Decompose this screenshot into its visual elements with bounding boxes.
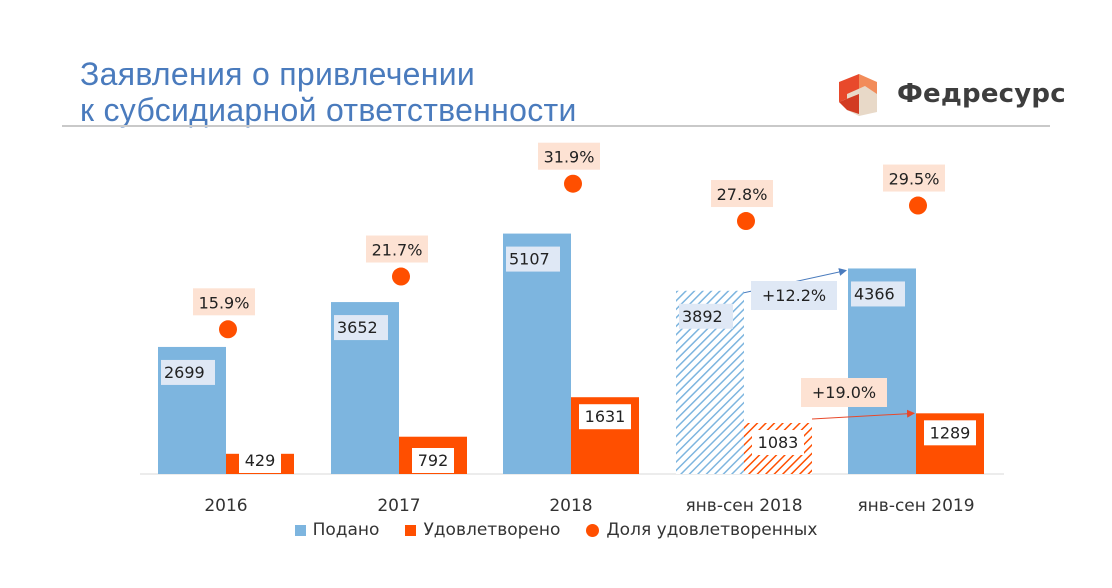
legend: Подано Удовлетворено Доля удовлетворенны… xyxy=(0,520,1112,540)
x-tick-label-2018: 2018 xyxy=(549,496,592,516)
value-label-satisfied-2017: 792 xyxy=(418,451,449,470)
legend-swatch-satisfied xyxy=(405,524,417,536)
legend-swatch-filed xyxy=(294,524,306,536)
value-label-filed-2016: 2699 xyxy=(164,363,205,382)
legend-label-satisfied: Удовлетворено xyxy=(423,520,561,540)
value-label-filed-2018: 5107 xyxy=(509,250,550,269)
value-label-satisfied-bg-янв-сен-2019 xyxy=(924,420,976,446)
title-line-1: Заявления о привлечении xyxy=(80,56,476,92)
share-label-bg-2018 xyxy=(538,142,600,170)
fedresurs-logo-icon xyxy=(839,74,877,116)
share-dot-2018 xyxy=(564,174,582,193)
logo-text: Федресурс xyxy=(897,79,1066,109)
value-label-filed-bg-2018 xyxy=(506,246,560,272)
share-label-янв-сен-2018: 27.8% xyxy=(717,185,768,204)
value-label-filed-2017: 3652 xyxy=(337,318,378,337)
share-dot-янв-сен-2019 xyxy=(909,196,927,215)
legend-item-share: Доля удовлетворенных xyxy=(586,520,817,540)
chart-title: Заявления о привлечении к субсидиарной о… xyxy=(80,56,577,128)
x-tick-label-янв-сен-2019: янв-сен 2019 xyxy=(857,496,974,516)
growth-label-satisfied: +19.0% xyxy=(812,383,876,402)
value-label-filed-bg-2017 xyxy=(334,315,388,341)
legend-swatch-share xyxy=(586,523,600,537)
x-tick-label-янв-сен-2018: янв-сен 2018 xyxy=(685,496,802,516)
legend-item-filed: Подано xyxy=(294,520,380,540)
share-dot-2017 xyxy=(392,267,410,286)
legend-item-satisfied: Удовлетворено xyxy=(405,520,560,540)
title-line-2: к субсидиарной ответственности xyxy=(80,92,577,128)
share-label-bg-янв-сен-2018 xyxy=(711,180,773,208)
title-divider xyxy=(62,125,1050,127)
growth-label-satisfied-bg xyxy=(801,378,887,407)
share-dot-янв-сен-2018 xyxy=(737,212,755,231)
share-label-янв-сен-2019: 29.5% xyxy=(889,170,940,189)
legend-label-share: Доля удовлетворенных xyxy=(606,520,818,540)
growth-label-filed: +12.2% xyxy=(762,286,826,305)
value-label-satisfied-bg-2017 xyxy=(412,448,454,473)
value-label-satisfied-bg-2018 xyxy=(579,404,631,430)
value-label-satisfied-bg-2016 xyxy=(239,448,281,473)
share-dot-2016 xyxy=(219,320,237,339)
legend-label-filed: Подано xyxy=(312,520,380,540)
x-tick-label-2016: 2016 xyxy=(204,496,247,516)
share-label-2016: 15.9% xyxy=(199,293,250,312)
share-label-2018: 31.9% xyxy=(544,148,595,167)
share-label-bg-янв-сен-2019 xyxy=(883,164,945,192)
value-label-satisfied-2016: 429 xyxy=(245,451,276,470)
value-label-filed-bg-янв-сен-2019 xyxy=(851,281,905,307)
value-label-filed-bg-янв-сен-2018 xyxy=(679,303,733,329)
value-label-filed-bg-2016 xyxy=(161,359,215,385)
value-label-filed-янв-сен-2019: 4366 xyxy=(854,284,895,303)
share-label-bg-2017 xyxy=(366,235,428,263)
x-tick-label-2017: 2017 xyxy=(377,496,420,516)
value-label-satisfied-2018: 1631 xyxy=(585,407,626,426)
value-label-satisfied-bg-янв-сен-2018 xyxy=(752,430,804,456)
share-label-2017: 21.7% xyxy=(372,241,423,260)
growth-arrow-satisfied xyxy=(811,409,915,420)
value-label-filed-янв-сен-2018: 3892 xyxy=(682,307,723,326)
growth-label-filed-bg xyxy=(751,281,837,310)
value-label-satisfied-янв-сен-2019: 1289 xyxy=(930,423,971,442)
bar-filed-2018 xyxy=(503,233,571,474)
share-label-bg-2016 xyxy=(193,288,255,316)
value-label-satisfied-янв-сен-2018: 1083 xyxy=(758,433,799,452)
fedresurs-logo: Федресурс xyxy=(835,72,1066,116)
